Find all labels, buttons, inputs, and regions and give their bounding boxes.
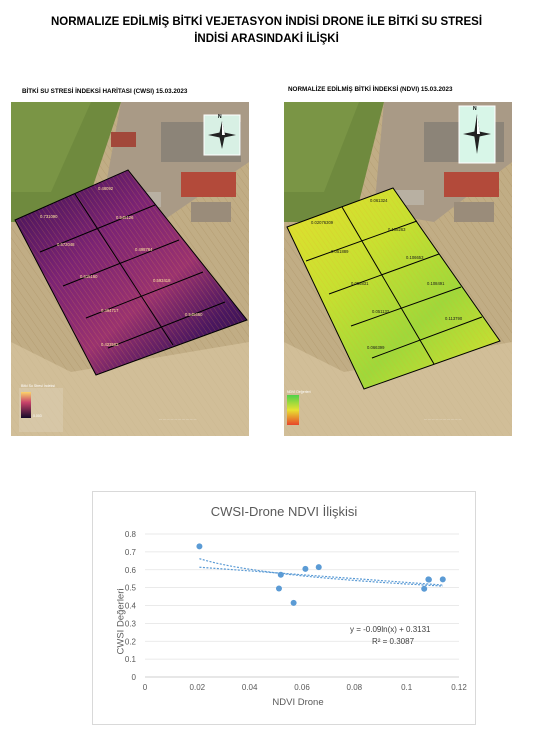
- y-tick-label: 0.6: [125, 566, 137, 575]
- ndvi-north-label: N: [473, 106, 477, 112]
- ndvi-plot-label: 0.061324: [370, 198, 388, 203]
- chart-title: CWSI-Drone NDVI İlişkisi: [210, 504, 358, 519]
- ndvi-legend-swatch: [287, 395, 299, 425]
- log-trendline: [199, 558, 443, 587]
- cwsi-plot-label: 0.46092: [98, 186, 114, 191]
- data-point: [277, 571, 284, 578]
- cwsi-plot-label: 0.731090: [40, 214, 58, 219]
- chart-svg: 0 0.1 0.2 0.3 0.4 0.5 0.6 0.7 0.8 0 0.02 0.04 0.06 0.…: [125, 530, 467, 692]
- ndvi-plot-label: 0.113790: [445, 316, 463, 321]
- y-tick-label: 0.1: [125, 655, 137, 664]
- y-tick-label: 0.2: [125, 637, 137, 646]
- ndvi-plot-label: 0.108491: [427, 281, 445, 286]
- y-tick-label: 0.3: [125, 619, 137, 628]
- scatter-chart: CWSI-Drone NDVI İlişkisi 0 0.1 0.2 0.3 0.4 0.…: [92, 491, 476, 725]
- data-point: [315, 564, 322, 571]
- cwsi-plot-label: 0.572048: [57, 242, 75, 247]
- cwsi-map-title: BİTKİ SU STRESİ İNDEKSİ HARİTASI (CWSI) …: [22, 88, 188, 95]
- cwsi-plot-label: 0.615160: [80, 274, 98, 279]
- y-tick-label: 0.7: [125, 548, 137, 557]
- data-point: [196, 543, 203, 550]
- data-point: [425, 576, 432, 583]
- cwsi-north-arrow-icon: [203, 114, 241, 156]
- page-title-line-2: İNDİSİ ARASINDAKİ İLİŞKİ: [194, 33, 339, 45]
- x-tick-label: 0.02: [190, 683, 206, 692]
- cwsi-north-label: N: [218, 114, 222, 120]
- ndvi-map-title: NORMALİZE EDİLMİŞ BİTKİ İNDEKSİ (NDVI) 1…: [288, 86, 453, 93]
- chart-x-axis-label: NDVI Drone: [272, 697, 324, 708]
- x-tick-label: 0.04: [242, 683, 258, 692]
- x-tick-label: 0.12: [451, 683, 467, 692]
- page-title-line-1: NORMALIZE EDİLMİŞ BİTKİ VEJETASYON İNDİS…: [50, 16, 483, 28]
- cwsi-plot-label: 0.593418: [153, 278, 171, 283]
- y-tick-label: 0.8: [125, 530, 137, 539]
- ndvi-plot-label: 0.066399: [367, 345, 385, 350]
- trendline-r-squared: R² = 0.3087: [372, 637, 415, 646]
- ndvi-plot-label: 0.051889: [331, 249, 349, 254]
- ndvi-legend-title: NDVI Değerleri: [287, 390, 311, 394]
- data-point: [421, 585, 428, 592]
- cwsi-legend-title: Bitki Su Stresi İndeksi: [21, 384, 55, 388]
- chart-y-axis-label: CWSI Değerleri: [115, 588, 127, 655]
- ndvi-plot-label: 0.108263: [388, 227, 406, 232]
- svg-text:— — — — — — — — — —: — — — — — — — — — —: [159, 417, 197, 421]
- svg-text:— — — — — — — — — —: — — — — — — — — — —: [424, 417, 462, 421]
- page-title: NORMALIZE EDİLMİŞ BİTKİ VEJETASYON İNDİS…: [20, 14, 513, 48]
- cwsi-plot-label: 0.498784: [135, 247, 153, 252]
- trendline-equation: y = -0.09ln(x) + 0.3131: [350, 625, 431, 634]
- x-tick-label: 0.06: [294, 683, 310, 692]
- x-tick-label: 0.08: [347, 683, 363, 692]
- ndvi-plot-label: 0.02076309: [311, 220, 334, 225]
- ndvi-plot-label: 0.106653: [406, 255, 424, 260]
- x-tick-label: 0: [143, 683, 148, 692]
- cwsi-plot-label: 0.545126: [116, 215, 134, 220]
- cwsi-plot-label: 0.545660: [185, 312, 203, 317]
- cwsi-plot-label: 0.494717: [101, 308, 119, 313]
- ndvi-plot-label: 0.056831: [351, 281, 369, 286]
- data-point: [302, 565, 309, 572]
- data-point: [275, 585, 282, 592]
- cwsi-legend-min: 0.003: [33, 414, 42, 418]
- y-tick-label: 0.4: [125, 602, 137, 611]
- ndvi-plot-label: 0.051132: [372, 309, 390, 314]
- x-tick-label: 0.1: [401, 683, 413, 692]
- ndvi-map: — — — — — — — — — — N NDVI Değerleri 0.0…: [284, 102, 512, 436]
- cwsi-plot-label: 0.423583: [101, 342, 119, 347]
- y-tick-label: 0: [132, 673, 137, 682]
- ndvi-map-svg: — — — — — — — — — —: [284, 102, 512, 436]
- cwsi-map-svg: — — — — — — — — — —: [11, 102, 249, 436]
- data-point: [439, 576, 446, 583]
- data-point: [290, 599, 297, 606]
- linear-trendline: [199, 566, 443, 586]
- cwsi-legend-swatch: [21, 392, 31, 418]
- y-tick-label: 0.5: [125, 584, 137, 593]
- cwsi-map: — — — — — — — — — — N Bitki Su Stresi İn…: [11, 102, 249, 436]
- ndvi-north-arrow-icon: [458, 105, 496, 164]
